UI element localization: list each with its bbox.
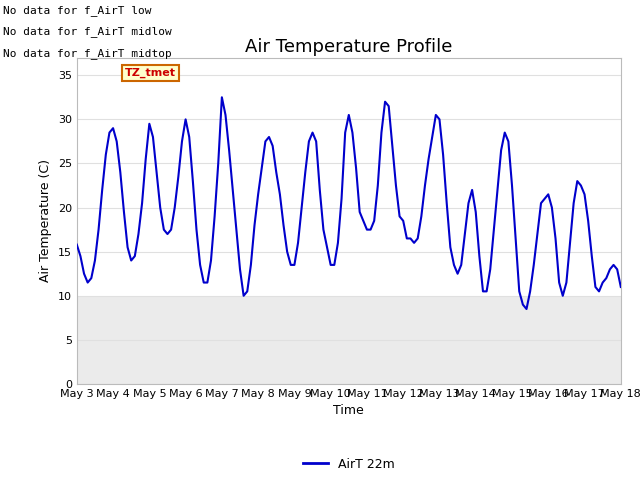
Bar <box>77 296 621 384</box>
Legend: AirT 22m: AirT 22m <box>298 453 399 476</box>
Text: No data for f_AirT low: No data for f_AirT low <box>3 5 152 16</box>
X-axis label: Time: Time <box>333 405 364 418</box>
Text: No data for f_AirT midtop: No data for f_AirT midtop <box>3 48 172 59</box>
Y-axis label: Air Temperature (C): Air Temperature (C) <box>39 159 52 282</box>
Text: No data for f_AirT midlow: No data for f_AirT midlow <box>3 26 172 37</box>
Text: TZ_tmet: TZ_tmet <box>125 68 176 78</box>
Title: Air Temperature Profile: Air Temperature Profile <box>245 38 452 56</box>
